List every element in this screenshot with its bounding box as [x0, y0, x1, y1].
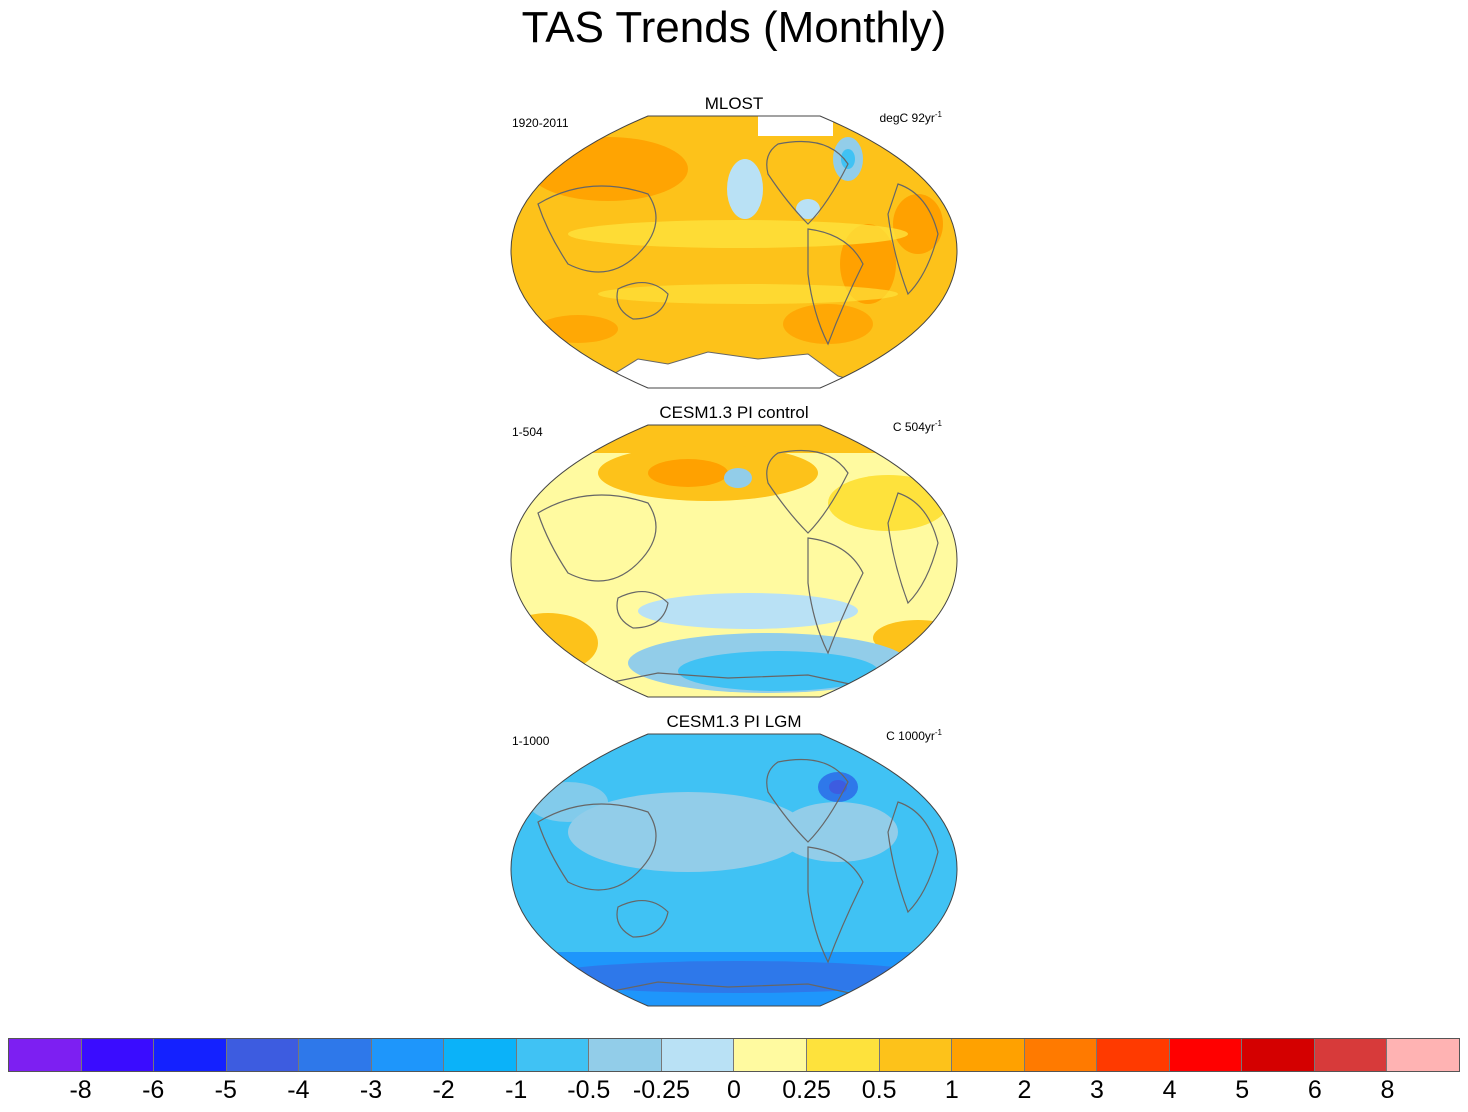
colorbar-cell: [1097, 1039, 1170, 1071]
colorbar-cell: [807, 1039, 880, 1071]
map-cesm-pi-lgm: [510, 733, 958, 1007]
colorbar-tick-label: -8: [69, 1076, 92, 1104]
panel-units: degC 92yr-1: [879, 110, 943, 125]
colorbar-tick-label: -1: [505, 1076, 528, 1104]
colorbar-cell: [371, 1039, 445, 1071]
panel-title: CESM1.3 PI LGM: [666, 712, 802, 731]
colorbar-cell: [734, 1039, 808, 1071]
map-cesm-pi-control: [510, 424, 958, 698]
panel-mlost: MLOST 1920-2011 degC 92yr-1: [508, 94, 960, 392]
panel-period: 1-504: [512, 425, 543, 439]
panel-period: 1-1000: [512, 734, 550, 748]
colorbar-tick-label: -2: [432, 1076, 455, 1104]
colorbar-tick-label: -4: [287, 1076, 310, 1104]
colorbar-tick-label: 8: [1380, 1076, 1395, 1104]
colorbar-cell: [1242, 1039, 1315, 1071]
colorbar-tick-label: 0.5: [861, 1076, 897, 1104]
colorbar-tick-label: -5: [214, 1076, 237, 1104]
figure-title: TAS Trends (Monthly): [521, 3, 947, 52]
colorbar-cell: [589, 1039, 662, 1071]
colorbar-tick-label: 2: [1017, 1076, 1032, 1104]
colorbar-tick-label: 1: [944, 1076, 959, 1104]
panel-cesm-pi-control: CESM1.3 PI control 1-504 C 504yr-1: [508, 403, 960, 701]
colorbar-cell: [444, 1039, 517, 1071]
colorbar-tick-label: 0.25: [782, 1076, 831, 1104]
colorbar-tick-label: 3: [1090, 1076, 1104, 1104]
colorbar: [8, 1038, 1460, 1072]
colorbar-cell: [1314, 1039, 1388, 1071]
colorbar-tick-label: -0.5: [567, 1076, 611, 1104]
panel-units: C 1000yr-1: [886, 728, 942, 743]
colorbar-cell: [9, 1039, 82, 1071]
colorbar-cell: [661, 1039, 735, 1071]
colorbar-cell: [516, 1039, 590, 1071]
colorbar-tick-label: 4: [1162, 1076, 1177, 1104]
map-mlost: [510, 115, 958, 389]
colorbar-tick-label: 5: [1235, 1076, 1250, 1104]
colorbar-cell: [1387, 1039, 1459, 1071]
colorbar-cell: [299, 1039, 372, 1071]
colorbar-tick-label: -6: [142, 1076, 165, 1104]
colorbar-labels: -8 -6 -5 -4 -3 -2 -1 -0.5 -0.25 0 0.25 0.5 1 2 3 4 5 6 8: [8, 1076, 1460, 1106]
colorbar-tick-label: -0.25: [632, 1076, 690, 1104]
colorbar-cell: [1024, 1039, 1098, 1071]
colorbar-cell: [154, 1039, 227, 1071]
colorbar-cell: [952, 1039, 1025, 1071]
colorbar-cell: [1169, 1039, 1243, 1071]
panel-cesm-pi-lgm: CESM1.3 PI LGM 1-1000 C 1000yr-1: [508, 712, 960, 1010]
colorbar-tick-label: -3: [359, 1076, 383, 1104]
colorbar-cell: [226, 1039, 300, 1071]
colorbar-tick-label: 0: [727, 1076, 741, 1104]
panel-title: CESM1.3 PI control: [659, 403, 809, 422]
colorbar-cell: [81, 1039, 155, 1071]
colorbar-cell: [879, 1039, 953, 1071]
colorbar-tick-label: 6: [1307, 1076, 1322, 1104]
panel-period: 1920-2011: [512, 116, 569, 130]
panel-units: C 504yr-1: [892, 419, 942, 434]
panel-title: MLOST: [704, 94, 764, 113]
